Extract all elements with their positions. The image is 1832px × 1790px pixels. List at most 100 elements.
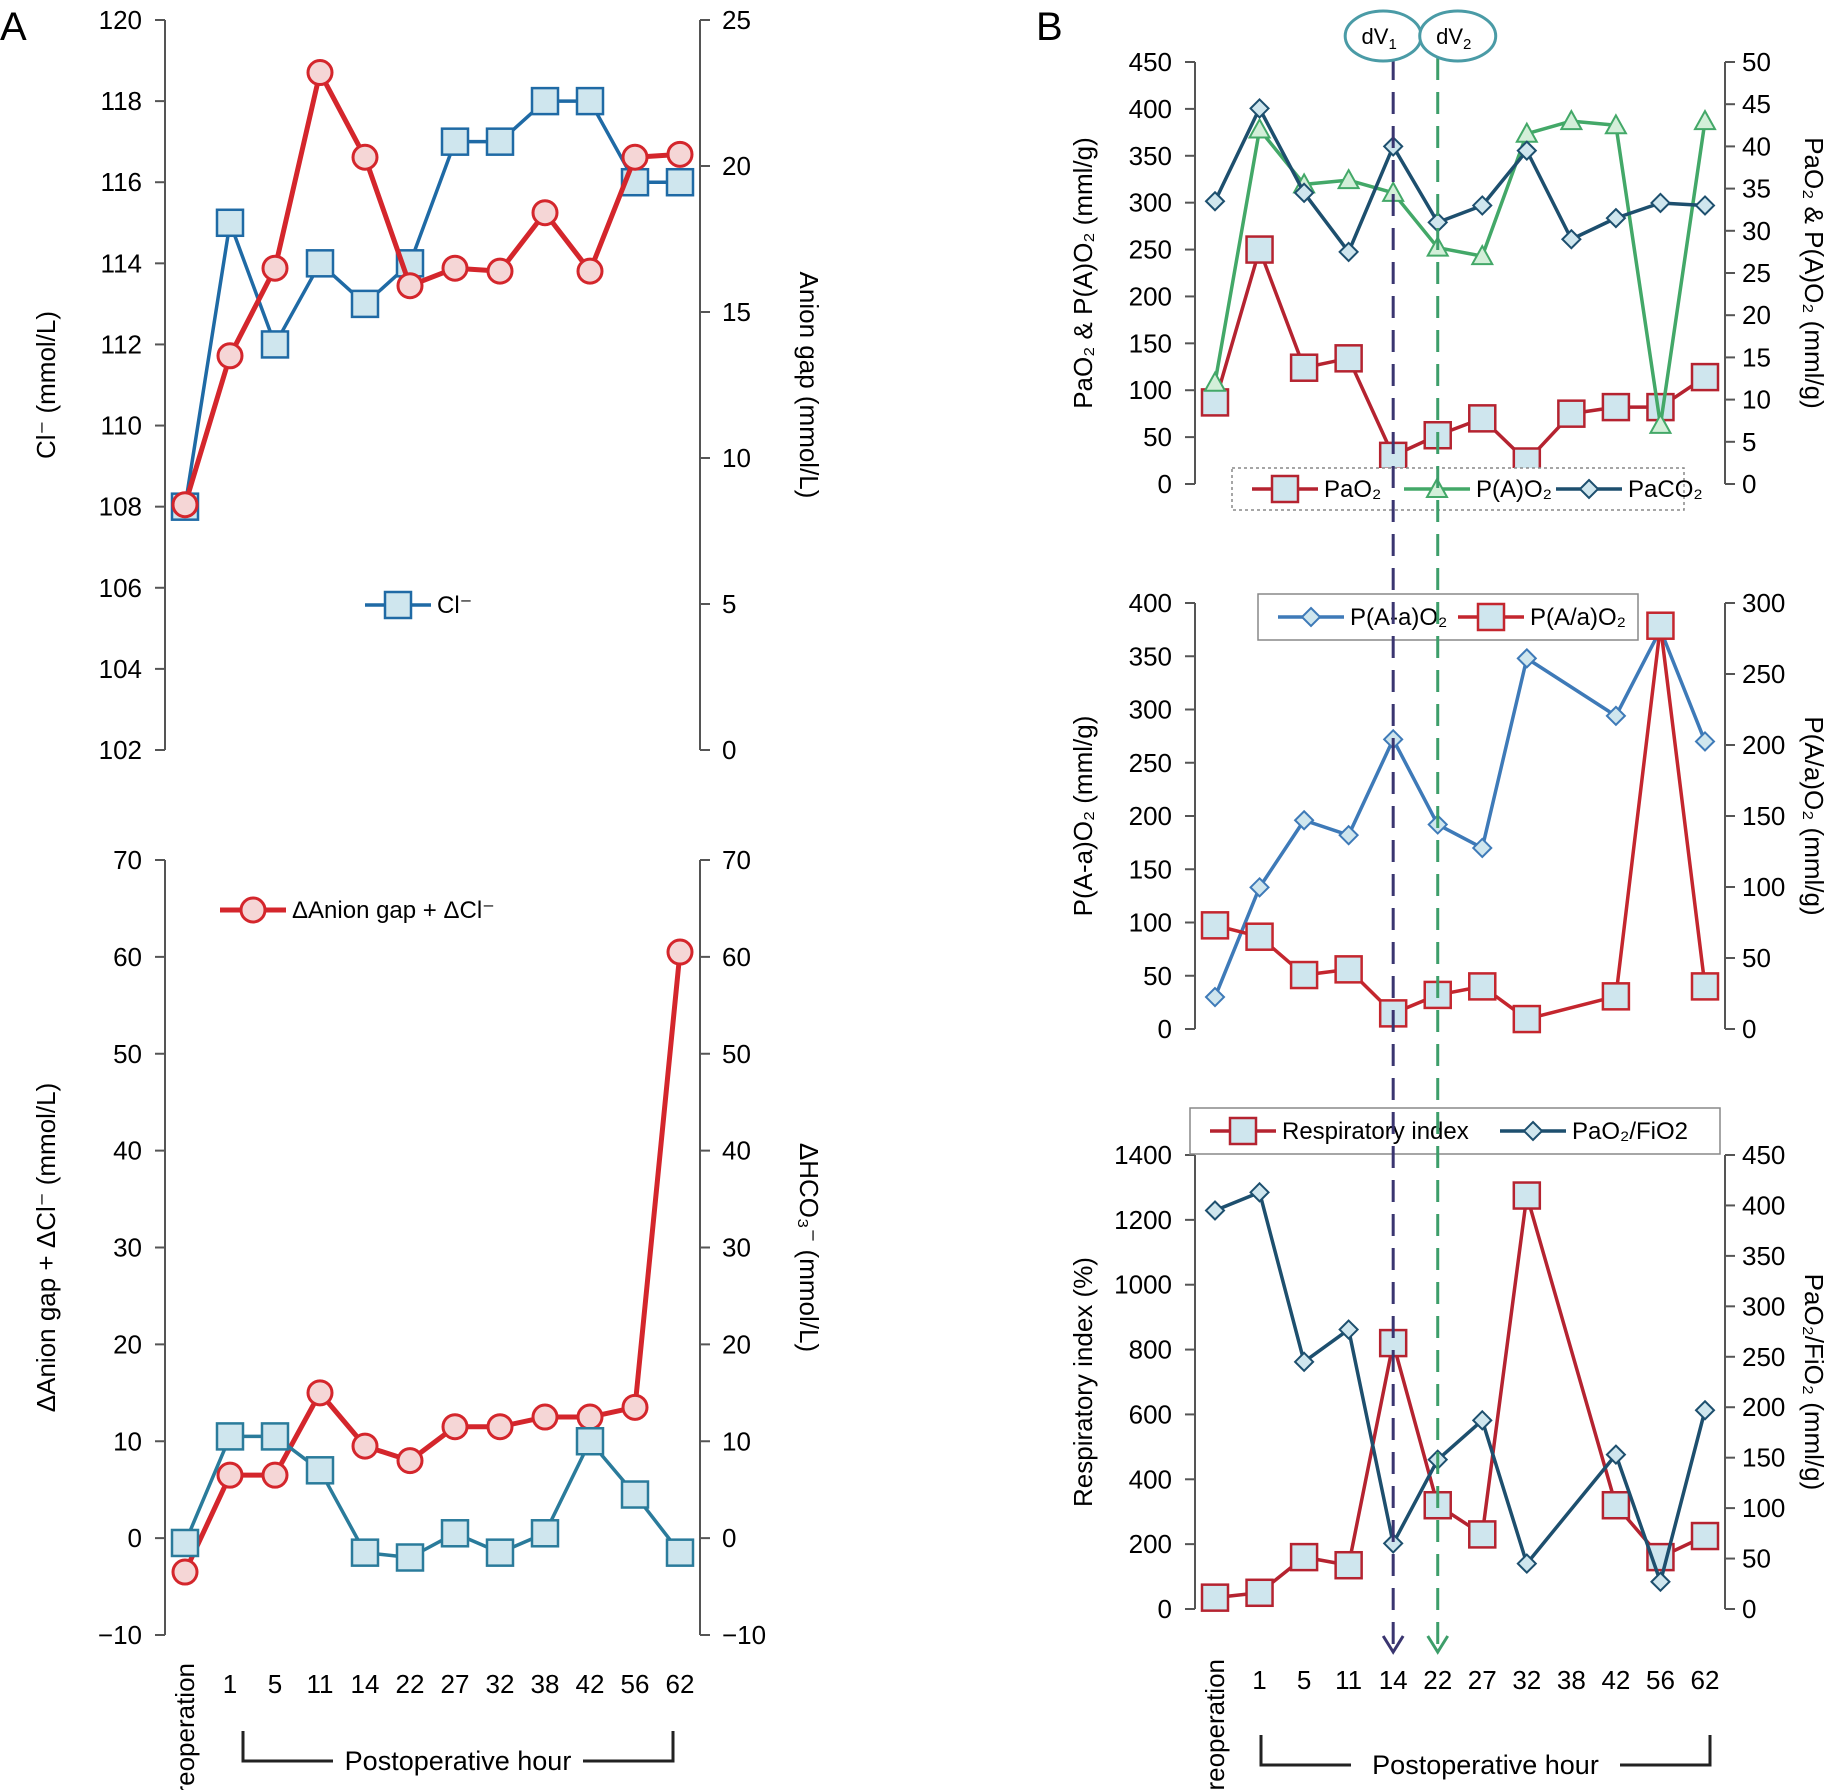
left-tick-label: 60	[113, 942, 142, 972]
right-tick-label: 0	[722, 1523, 736, 1553]
data-point	[396, 1447, 424, 1475]
right-tick-label: 100	[1742, 1493, 1785, 1523]
left-axis-title: ΔAnion gap + ΔCl⁻ (mmol/L)	[31, 1083, 61, 1413]
x-tick-label: 32	[1512, 1665, 1541, 1695]
x-tick-label: 38	[1557, 1665, 1586, 1695]
data-point	[1338, 824, 1360, 846]
data-point	[1203, 370, 1227, 392]
data-point	[530, 1519, 560, 1548]
data-point	[1249, 1181, 1270, 1203]
data-point	[1646, 611, 1675, 640]
panel-label-a: A	[0, 5, 27, 49]
data-point	[261, 1461, 289, 1489]
data-point	[1471, 837, 1493, 859]
data-point	[1249, 98, 1270, 119]
data-point	[665, 1538, 695, 1567]
data-point	[1204, 986, 1226, 1008]
right-tick-label: 20	[1742, 300, 1771, 330]
right-axis-title: PaO₂/FiO₂ (mml/g)	[1799, 1274, 1829, 1491]
left-tick-label: 50	[1143, 961, 1172, 991]
event-label-main: dV	[1362, 24, 1389, 49]
left-tick-label: 20	[113, 1329, 142, 1359]
right-tick-label: 25	[722, 5, 751, 35]
left-axis-ticks: 450 400 350 300 250 200 150 100 50 0	[1129, 47, 1195, 499]
left-tick-label: 0	[1158, 469, 1172, 499]
x-tick-label: 56	[621, 1669, 650, 1699]
left-tick-label: 114	[101, 248, 142, 278]
left-tick-label: 800	[1129, 1335, 1172, 1365]
data-point	[1470, 244, 1494, 266]
legend-label: Cl⁻	[437, 592, 472, 619]
data-point	[306, 59, 334, 87]
data-point	[1293, 1351, 1315, 1373]
data-point	[665, 167, 695, 197]
event-label: dV1	[1362, 24, 1397, 53]
right-tick-label: 300	[1742, 1291, 1785, 1321]
legend: Respiratory index PaO₂/FiO2	[1189, 1107, 1721, 1155]
left-tick-label: 400	[1129, 588, 1172, 618]
data-point	[396, 272, 424, 300]
right-tick-label: 50	[722, 1039, 751, 1069]
x-tick-label: 27	[1468, 1665, 1497, 1695]
right-tick-label: 60	[722, 942, 751, 972]
right-tick-label: 20	[722, 1329, 751, 1359]
left-tick-label: 70	[113, 845, 142, 875]
data-point	[441, 254, 469, 282]
series-2	[1204, 98, 1716, 263]
data-point	[306, 1379, 334, 1407]
data-point	[171, 491, 199, 519]
data-point	[485, 1538, 515, 1567]
right-tick-label: 150	[1742, 801, 1785, 831]
left-tick-label: 118	[101, 86, 142, 116]
left-axis-title: PaO₂ & P(A)O₂ (mml/g)	[1068, 137, 1098, 409]
left-tick-label: 0	[128, 1523, 142, 1553]
x-tick-label: 22	[396, 1669, 425, 1699]
event-label: dV2	[1436, 24, 1471, 53]
chart-b3: 1400120010008006004002000450400350300250…	[1068, 1107, 1829, 1624]
right-tick-label: 50	[1742, 47, 1771, 77]
left-tick-label: 150	[1129, 854, 1172, 884]
data-point	[261, 254, 289, 282]
left-tick-label: 1400	[1114, 1140, 1172, 1170]
left-tick-label: 50	[113, 1039, 142, 1069]
data-point	[1471, 195, 1493, 216]
legend-box	[1189, 1107, 1721, 1155]
right-tick-label: 40	[1742, 131, 1771, 161]
right-tick-label: 0	[1742, 1014, 1756, 1044]
event-arrowhead	[1426, 1635, 1449, 1655]
right-axis-ticks: 25 20 15 10 5 0	[700, 5, 751, 765]
series-1	[1203, 109, 1717, 434]
left-tick-label: 400	[1129, 94, 1172, 124]
legend-swatch-marker	[1270, 474, 1300, 504]
legend-label: PaCO₂	[1628, 476, 1703, 503]
legend-label: ΔAnion gap + ΔCl⁻	[292, 897, 495, 924]
left-tick-label: 1200	[1114, 1205, 1172, 1235]
event-label-main: dV	[1436, 24, 1463, 49]
data-point	[1293, 182, 1315, 204]
data-point	[1690, 362, 1720, 392]
event-label-sub: 2	[1463, 36, 1471, 53]
left-tick-label: 1000	[1114, 1270, 1172, 1300]
data-point	[1204, 190, 1226, 212]
right-tick-label: 10	[722, 443, 751, 473]
data-point	[395, 1543, 425, 1572]
data-point	[1382, 1533, 1404, 1554]
right-tick-label: 0	[722, 735, 736, 765]
x-tick-label: Preoperation	[170, 1663, 200, 1790]
data-point	[576, 1403, 604, 1431]
data-point	[1204, 1200, 1226, 1221]
data-point	[1289, 1542, 1319, 1572]
left-axis-ticks: 70 60 50 40 30 20 10 0 −10	[98, 845, 165, 1650]
left-tick-label: 112	[101, 329, 142, 359]
left-axis-title: P(A-a)O₂ (mml/g)	[1068, 716, 1098, 917]
right-tick-label: 0	[1742, 1594, 1756, 1624]
legend-swatch-marker	[1578, 478, 1600, 500]
data-point	[216, 342, 244, 370]
legend-label: P(A)O₂	[1476, 476, 1552, 503]
data-point	[530, 86, 560, 116]
data-point	[1605, 207, 1627, 229]
charts: 1201181161141121101081061041022520151050…	[31, 5, 1829, 1790]
data-point	[1468, 972, 1497, 1001]
left-tick-label: 200	[1129, 801, 1172, 831]
